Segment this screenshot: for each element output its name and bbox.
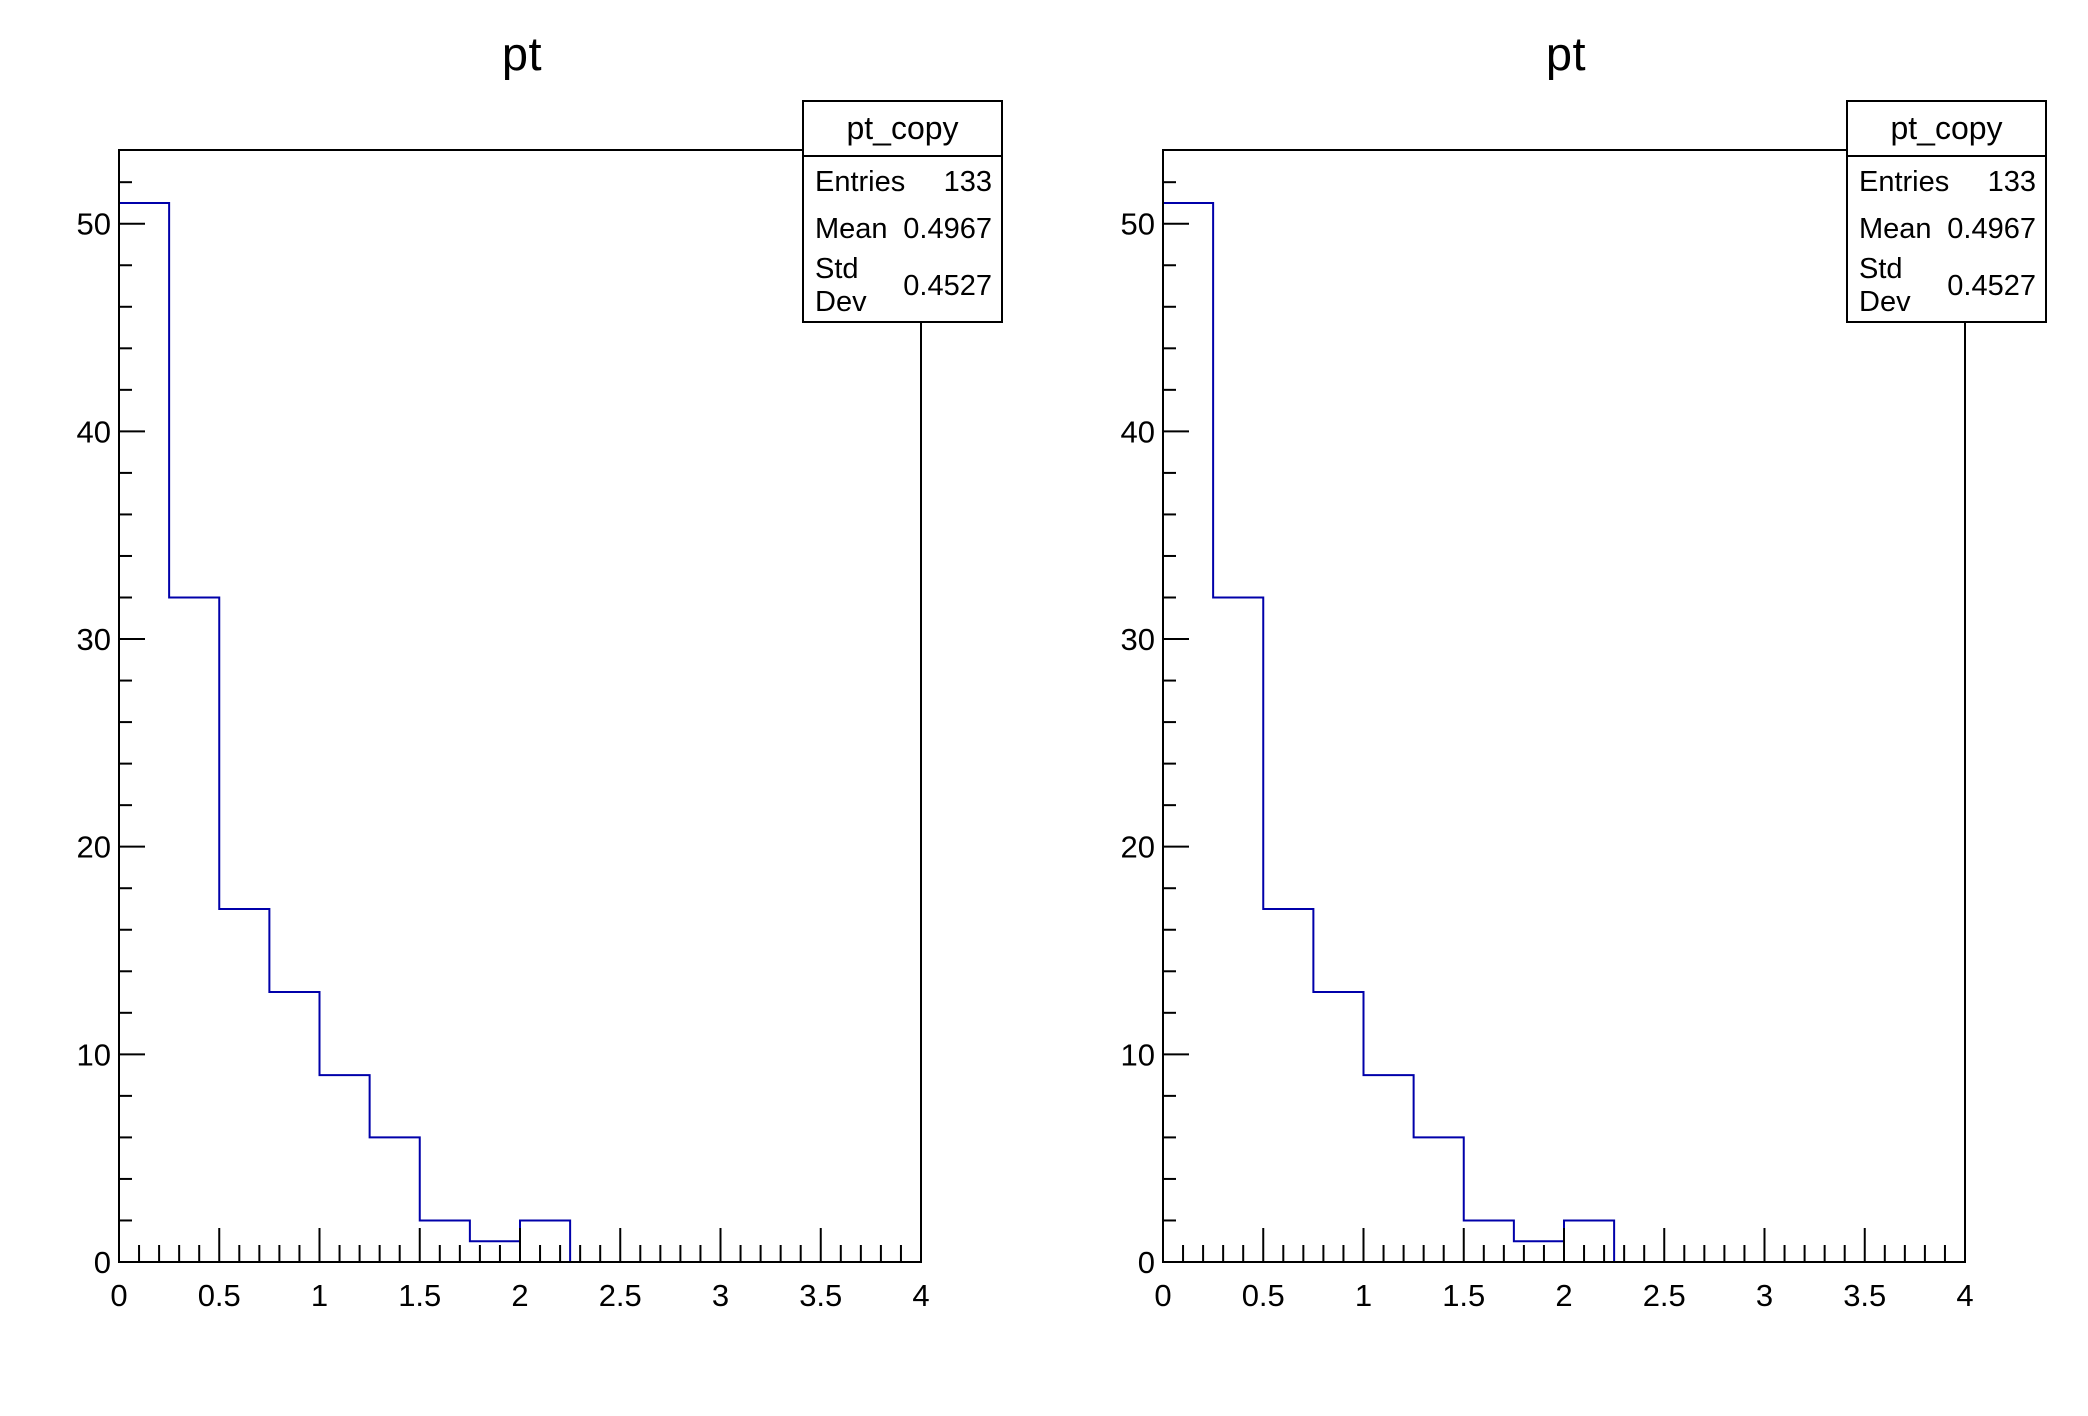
stats-label: Mean (815, 213, 888, 245)
x-axis-tick-label: 0.5 (1242, 1278, 1285, 1313)
stats-row-mean: Mean 0.4967 (804, 206, 1001, 253)
histogram-step-line (1163, 201, 1616, 1262)
y-axis-tick-label: 20 (77, 830, 111, 865)
y-axis-tick-label: 40 (77, 414, 111, 449)
stats-value: 0.4527 (903, 269, 992, 302)
y-axis-tick-label: 10 (1121, 1037, 1155, 1072)
y-axis-tick-label: 30 (1121, 622, 1155, 657)
plot-title: pt (501, 27, 543, 80)
x-axis-tick-label: 1.5 (398, 1278, 441, 1313)
stats-row-stddev: Std Dev 0.4527 (1848, 253, 2045, 319)
stats-label: Entries (1859, 166, 1950, 198)
pad-right: pt 0 0.5 1 1.5 2 2.5 3 3.5 4 0 10 20 30 40 50 pt_copy … (1044, 0, 2088, 1416)
x-axis-tick-label: 2.5 (1643, 1278, 1686, 1313)
stats-box: pt_copy Entries 133 Mean 0.4967 Std Dev … (802, 100, 1003, 323)
histogram-step-line (119, 201, 572, 1262)
x-axis-tick-label: 3 (712, 1278, 729, 1313)
y-axis-tick-label: 0 (1138, 1245, 1155, 1280)
stats-label: Mean (1859, 213, 1932, 245)
x-axis-tick-label: 2.5 (599, 1278, 642, 1313)
stats-row-entries: Entries 133 (1848, 159, 2045, 206)
stats-box-body: Entries 133 Mean 0.4967 Std Dev 0.4527 (1848, 157, 2045, 321)
stats-label: Std Dev (815, 253, 867, 318)
x-axis-tick-label: 4 (1956, 1278, 1973, 1313)
x-axis-tick-label: 1 (311, 1278, 328, 1313)
x-axis-tick-label: 3.5 (1843, 1278, 1886, 1313)
y-axis-tick-label: 40 (1121, 414, 1155, 449)
x-axis-tick-label: 2 (511, 1278, 528, 1313)
y-axis-tick-label: 0 (94, 1245, 111, 1280)
stats-row-entries: Entries 133 (804, 159, 1001, 206)
stats-value: 133 (1987, 166, 2036, 198)
x-axis-tick-label: 1 (1355, 1278, 1372, 1313)
stats-value: 0.4527 (1947, 269, 2036, 302)
x-axis-tick-label: 4 (912, 1278, 929, 1313)
x-axis-tick-label: 1.5 (1442, 1278, 1485, 1313)
stats-box-title: pt_copy (804, 102, 1001, 157)
stats-value: 0.4967 (903, 213, 992, 245)
x-axis-tick-label: 0 (1154, 1278, 1171, 1313)
stats-row-stddev: Std Dev 0.4527 (804, 253, 1001, 319)
stats-row-mean: Mean 0.4967 (1848, 206, 2045, 253)
x-axis-tick-label: 0.5 (198, 1278, 241, 1313)
y-axis-tick-label: 50 (1121, 207, 1155, 242)
x-axis-tick-label: 0 (110, 1278, 127, 1313)
x-axis-tick-label: 2 (1555, 1278, 1572, 1313)
stats-box: pt_copy Entries 133 Mean 0.4967 Std Dev … (1846, 100, 2047, 323)
stats-value: 0.4967 (1947, 213, 2036, 245)
x-axis-tick-label: 3 (1756, 1278, 1773, 1313)
y-axis-tick-label: 50 (77, 207, 111, 242)
pad-left: pt 0 0.5 1 1.5 2 2.5 3 3.5 4 0 10 20 30 40 50 pt_copy … (77, 27, 1003, 1313)
plot-frame (118, 149, 922, 1263)
stats-value: 133 (943, 166, 992, 198)
y-axis-tick-label: 20 (1121, 830, 1155, 865)
y-axis-tick-label: 30 (77, 622, 111, 657)
y-axis-tick-label: 10 (77, 1037, 111, 1072)
stats-label: Entries (815, 166, 906, 198)
plot-title: pt (1545, 27, 1587, 80)
x-axis-tick-label: 3.5 (799, 1278, 842, 1313)
plot-frame (1162, 149, 1966, 1263)
stats-label: Std Dev (1859, 253, 1911, 318)
stats-box-body: Entries 133 Mean 0.4967 Std Dev 0.4527 (804, 157, 1001, 321)
stats-box-title: pt_copy (1848, 102, 2045, 157)
